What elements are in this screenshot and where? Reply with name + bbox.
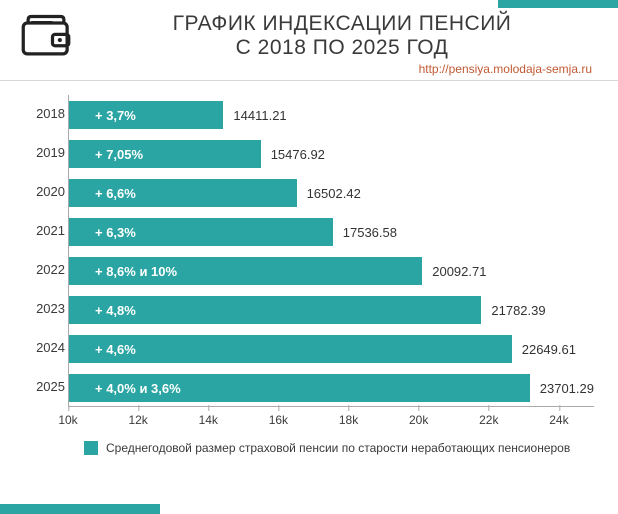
title-block: ГРАФИК ИНДЕКСАЦИИ ПЕНСИЙ С 2018 ПО 2025 … [86,12,598,60]
legend-text: Среднегодовой размер страховой пенсии по… [106,441,570,455]
x-axis-tick: 20k [409,413,428,427]
plot: 2018+ 3,7%14411.212019+ 7,05%15476.92202… [68,95,594,435]
x-axis-tick: 10k [58,413,77,427]
bar-row: 2021+ 6,3%17536.58 [69,218,594,246]
plot-inner: 2018+ 3,7%14411.212019+ 7,05%15476.92202… [68,95,594,407]
bar-row: 2019+ 7,05%15476.92 [69,140,594,168]
title-line-2: С 2018 ПО 2025 ГОД [86,36,598,60]
y-axis-label: 2024 [25,340,65,355]
bar-value-label: 15476.92 [271,147,325,162]
x-axis-tick: 16k [269,413,288,427]
bar-row: 2022+ 8,6% и 10%20092.71 [69,257,594,285]
bar: + 4,8% [69,296,481,324]
bar-value-label: 16502.42 [307,186,361,201]
title-line-1: ГРАФИК ИНДЕКСАЦИИ ПЕНСИЙ [86,12,598,36]
bar: + 3,7% [69,101,223,129]
bar: + 4,6% [69,335,512,363]
bar-value-label: 14411.21 [233,108,286,123]
y-axis-label: 2023 [25,301,65,316]
x-axis-ticks: 10k12k14k16k18k20k22k24k [68,407,594,435]
bar-value-label: 23701.29 [540,381,594,396]
x-axis-tick: 12k [128,413,147,427]
bar-value-label: 22649.61 [522,342,576,357]
bar-value-label: 17536.58 [343,225,397,240]
header: ГРАФИК ИНДЕКСАЦИИ ПЕНСИЙ С 2018 ПО 2025 … [0,0,618,81]
y-axis-label: 2019 [25,145,65,160]
bottom-accent-bar [0,504,160,514]
bar: + 8,6% и 10% [69,257,422,285]
header-row: ГРАФИК ИНДЕКСАЦИИ ПЕНСИЙ С 2018 ПО 2025 … [20,12,598,60]
y-axis-label: 2020 [25,184,65,199]
bar-row: 2023+ 4,8%21782.39 [69,296,594,324]
bar: + 6,6% [69,179,297,207]
chart-area: 2018 + 3,7% 14411.21 2019 + 7,05% 15476.92 202… [0,81,618,455]
y-axis-label: 2021 [25,223,65,238]
y-axis-label: 2022 [25,262,65,277]
bar-row: 2025+ 4,0% и 3,6%23701.29 [69,374,594,402]
bar: + 7,05% [69,140,261,168]
bar-value-label: 21782.39 [491,303,545,318]
legend-swatch [84,441,98,455]
bar-row: 2020+ 6,6%16502.42 [69,179,594,207]
source-link[interactable]: http://pensiya.molodaja-semja.ru [20,62,598,76]
legend: Среднегодовой размер страховой пенсии по… [24,435,594,455]
bar-row: 2024+ 4,6%22649.61 [69,335,594,363]
x-axis-tick: 18k [339,413,358,427]
bar: + 4,0% и 3,6% [69,374,530,402]
y-axis-label: 2018 [25,106,65,121]
bar: + 6,3% [69,218,333,246]
x-axis-tick: 14k [199,413,218,427]
y-axis-label: 2025 [25,379,65,394]
wallet-icon [20,14,72,58]
bar-row: 2018+ 3,7%14411.21 [69,101,594,129]
x-axis-tick: 24k [549,413,568,427]
bar-value-label: 20092.71 [432,264,486,279]
x-axis-tick: 22k [479,413,498,427]
